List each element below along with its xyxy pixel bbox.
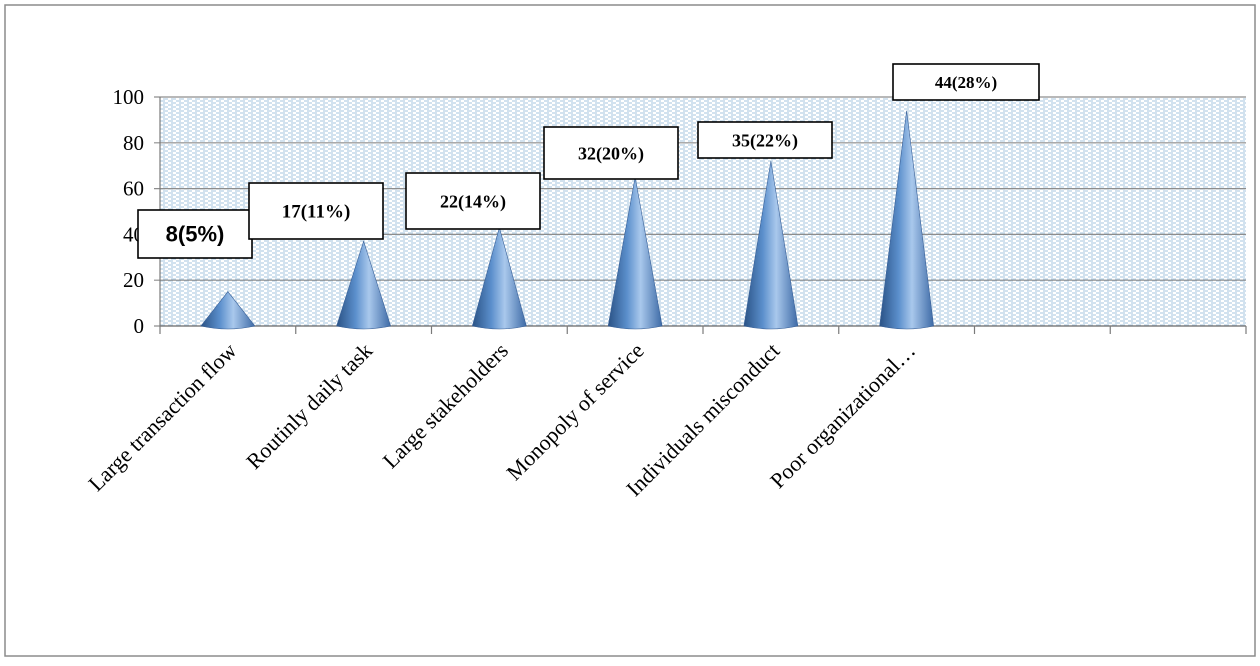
data-label-box	[892, 63, 1040, 101]
data-label-box	[248, 182, 384, 240]
data-label: 44(28%)	[935, 73, 997, 92]
data-label-box	[137, 209, 253, 259]
data-label: 22(14%)	[440, 191, 506, 212]
data-label: 8(5%)	[166, 222, 225, 247]
y-tick-label: 80	[123, 131, 144, 155]
cone-bar	[200, 291, 256, 330]
y-tick-label: 20	[123, 268, 144, 292]
data-label: 17(11%)	[282, 202, 351, 223]
data-label-box	[543, 126, 679, 180]
data-label: 32(20%)	[578, 143, 644, 164]
data-label-box	[405, 172, 541, 230]
cone-bar	[472, 226, 527, 330]
y-tick-label: 60	[123, 177, 144, 201]
cone-bar	[336, 240, 392, 330]
data-label-box	[697, 121, 833, 159]
cone-bar	[607, 177, 663, 330]
data-label: 35(22%)	[732, 130, 798, 151]
y-tick-label: 0	[134, 314, 145, 338]
cone-bar	[879, 110, 934, 330]
y-tick-label: 100	[113, 85, 145, 109]
cone-bar	[743, 161, 799, 330]
